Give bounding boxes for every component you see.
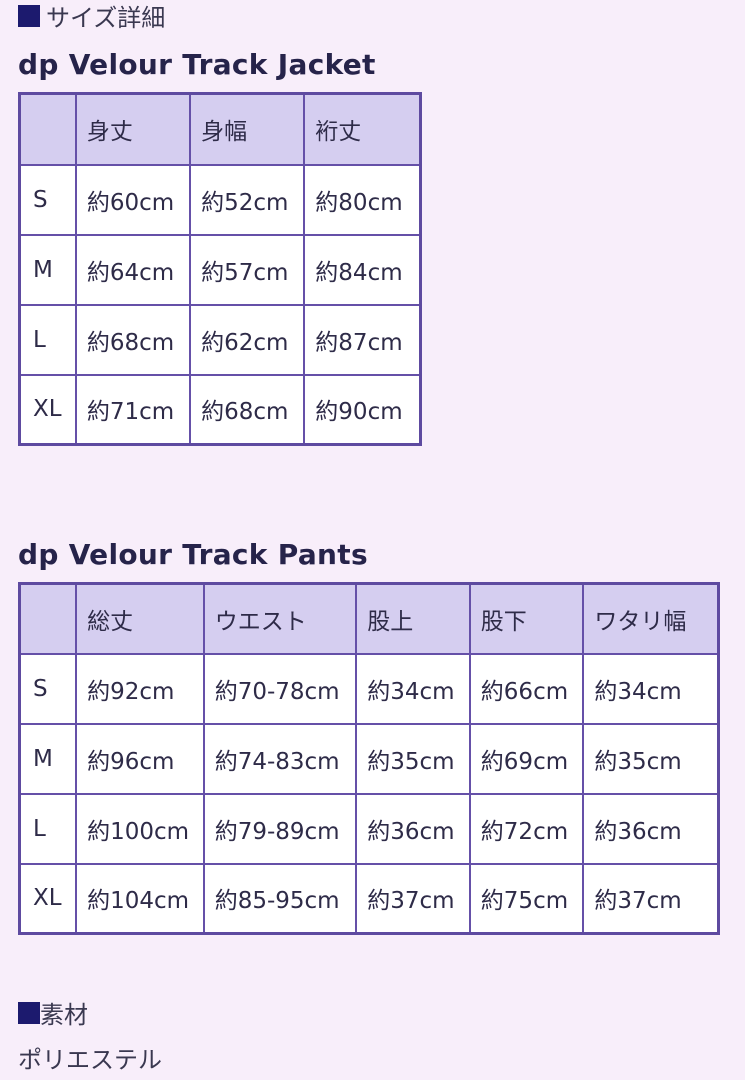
- column-header: 総丈: [75, 582, 205, 655]
- measurement-cell: 約84cm: [303, 233, 422, 306]
- measurement-cell: 約79-89cm: [202, 792, 358, 865]
- table-row: L 約100cm 約79-89cm 約36cm 約72cm 約36cm: [18, 792, 720, 865]
- measurement-cell: 約72cm: [468, 792, 585, 865]
- material-value: ポリエステル: [18, 1046, 162, 1074]
- measurement-cell: 約36cm: [582, 792, 720, 865]
- measurement-cell: 約70-78cm: [202, 652, 358, 725]
- measurement-cell: 約80cm: [303, 163, 422, 236]
- table-row: XL 約104cm 約85-95cm 約37cm 約75cm 約37cm: [18, 862, 720, 935]
- size-label: M: [18, 233, 77, 306]
- measurement-cell: 約68cm: [189, 373, 306, 446]
- table-row: M 約64cm 約57cm 約84cm: [18, 233, 422, 306]
- column-header: 股下: [468, 582, 585, 655]
- size-label: M: [18, 722, 78, 795]
- size-label: XL: [18, 862, 78, 935]
- size-label: S: [18, 652, 78, 725]
- header-row: 総丈 ウエスト 股上 股下 ワタリ幅: [18, 582, 720, 655]
- measurement-cell: 約35cm: [355, 722, 471, 795]
- jacket-size-table: 身丈 身幅 裄丈 S 約60cm 約52cm 約80cm M 約64cm 約57cm 約84cm L 約…: [18, 92, 422, 446]
- measurement-cell: 約96cm: [75, 722, 205, 795]
- column-header: 裄丈: [303, 92, 422, 166]
- column-header: 身幅: [189, 92, 306, 166]
- measurement-cell: 約75cm: [468, 862, 585, 935]
- table-row: S 約60cm 約52cm 約80cm: [18, 163, 422, 236]
- material-section-heading: 素材: [18, 995, 88, 1030]
- pants-size-table: 総丈 ウエスト 股上 股下 ワタリ幅 S 約92cm 約70-78cm 約34cm 約66cm 約3…: [18, 582, 720, 935]
- material-heading-text: 素材: [40, 1001, 88, 1029]
- measurement-cell: 約68cm: [74, 303, 192, 376]
- size-heading-text: サイズ詳細: [46, 4, 166, 32]
- table-row: L 約68cm 約62cm 約87cm: [18, 303, 422, 376]
- table-row: XL 約71cm 約68cm 約90cm: [18, 373, 422, 446]
- measurement-cell: 約74-83cm: [202, 722, 358, 795]
- measurement-cell: 約35cm: [582, 722, 720, 795]
- measurement-cell: 約36cm: [355, 792, 471, 865]
- measurement-cell: 約34cm: [355, 652, 471, 725]
- column-header: 身丈: [74, 92, 192, 166]
- column-header: [18, 92, 77, 166]
- square-bullet-icon: [18, 1001, 40, 1024]
- measurement-cell: 約90cm: [303, 373, 422, 446]
- measurement-cell: 約57cm: [189, 233, 306, 306]
- jacket-title: dp Velour Track Jacket: [18, 48, 376, 81]
- measurement-cell: 約85-95cm: [202, 862, 358, 935]
- square-bullet-icon: [18, 4, 40, 27]
- measurement-cell: 約37cm: [355, 862, 471, 935]
- pants-title: dp Velour Track Pants: [18, 538, 368, 571]
- size-section-heading: サイズ詳細: [18, 0, 165, 33]
- header-row: 身丈 身幅 裄丈: [18, 92, 422, 166]
- measurement-cell: 約52cm: [189, 163, 306, 236]
- measurement-cell: 約64cm: [74, 233, 192, 306]
- measurement-cell: 約62cm: [189, 303, 306, 376]
- size-label: L: [18, 303, 77, 376]
- column-header: ウエスト: [202, 582, 358, 655]
- size-label: L: [18, 792, 78, 865]
- measurement-cell: 約92cm: [75, 652, 205, 725]
- column-header: [18, 582, 78, 655]
- table-row: M 約96cm 約74-83cm 約35cm 約69cm 約35cm: [18, 722, 720, 795]
- size-label: S: [18, 163, 77, 236]
- column-header: ワタリ幅: [582, 582, 720, 655]
- measurement-cell: 約104cm: [75, 862, 205, 935]
- measurement-cell: 約34cm: [582, 652, 720, 725]
- measurement-cell: 約69cm: [468, 722, 585, 795]
- column-header: 股上: [355, 582, 471, 655]
- measurement-cell: 約100cm: [75, 792, 205, 865]
- measurement-cell: 約71cm: [74, 373, 192, 446]
- measurement-cell: 約37cm: [582, 862, 720, 935]
- measurement-cell: 約60cm: [74, 163, 192, 236]
- table-row: S 約92cm 約70-78cm 約34cm 約66cm 約34cm: [18, 652, 720, 725]
- measurement-cell: 約66cm: [468, 652, 585, 725]
- size-label: XL: [18, 373, 77, 446]
- measurement-cell: 約87cm: [303, 303, 422, 376]
